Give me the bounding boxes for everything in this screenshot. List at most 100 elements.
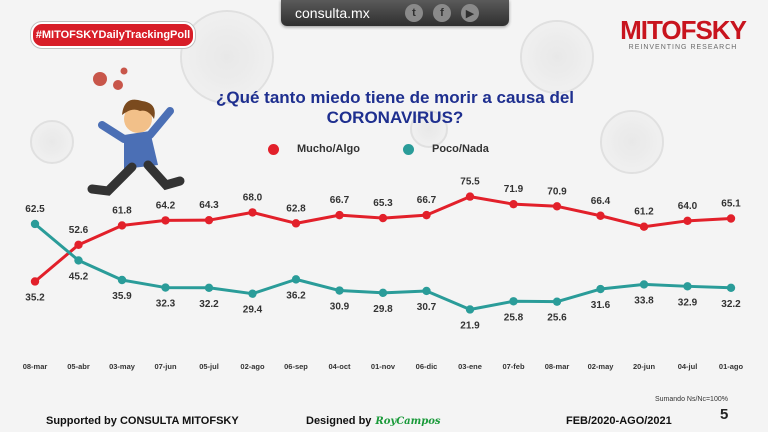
data-label-red: 66.7 xyxy=(417,195,437,206)
data-label-teal: 36.2 xyxy=(286,290,306,301)
legend-label: Mucho/Algo xyxy=(297,143,360,155)
data-label-red: 66.7 xyxy=(330,195,350,206)
x-tick-label: 01-nov xyxy=(371,362,396,371)
data-point-teal xyxy=(639,280,649,289)
x-tick-label: 03-may xyxy=(109,362,136,371)
x-tick-label: 01-ago xyxy=(719,362,744,371)
legend-item-poco-nada: Poco/Nada xyxy=(403,143,489,155)
data-point-teal xyxy=(465,305,475,314)
data-label-teal: 30.9 xyxy=(330,302,350,313)
data-label-teal: 25.8 xyxy=(504,312,524,323)
x-tick-label: 04-jul xyxy=(678,362,698,371)
youtube-icon[interactable]: ▶ xyxy=(461,4,479,22)
footnote: Sumando Ns/Nc=100% xyxy=(655,396,728,403)
data-point-red xyxy=(74,240,83,250)
data-point-teal xyxy=(335,286,344,295)
x-tick-label: 03-ene xyxy=(458,362,482,371)
data-label-red: 62.8 xyxy=(286,203,306,214)
site-bar: consulta.mx t f ▶ xyxy=(281,0,509,26)
data-point-teal xyxy=(552,297,562,306)
designed-by-label: Designed by xyxy=(306,415,372,427)
data-point-red xyxy=(465,192,475,201)
data-label-teal: 29.4 xyxy=(243,305,263,316)
data-label-red: 65.3 xyxy=(373,198,393,209)
data-label-red: 64.2 xyxy=(156,200,176,211)
data-label-red: 52.6 xyxy=(69,225,89,236)
virus-graphic xyxy=(410,110,448,148)
data-point-teal xyxy=(117,275,127,285)
x-tick-label: 07-feb xyxy=(502,362,525,371)
data-label-teal: 32.2 xyxy=(199,299,219,310)
data-label-teal: 30.7 xyxy=(417,302,437,313)
virus-graphic xyxy=(180,10,274,104)
data-point-teal xyxy=(248,289,257,298)
x-tick-label: 04-oct xyxy=(328,362,351,371)
legend-label: Poco/Nada xyxy=(432,143,489,155)
data-point-red xyxy=(335,210,344,220)
data-point-teal xyxy=(291,275,301,284)
site-url[interactable]: consulta.mx xyxy=(295,5,370,21)
data-label-red: 75.5 xyxy=(460,177,480,188)
x-tick-label: 05-abr xyxy=(67,362,90,371)
data-label-red: 66.4 xyxy=(591,196,611,207)
hashtag-badge: #MITOFSKYDailyTrackingPoll xyxy=(31,22,195,48)
data-label-red: 64.3 xyxy=(199,200,219,211)
x-tick-label: 02-ago xyxy=(240,362,265,371)
data-point-teal xyxy=(204,283,214,292)
data-label-teal: 32.3 xyxy=(156,299,176,310)
legend-swatch-red xyxy=(268,143,279,155)
x-tick-label: 20-jun xyxy=(633,362,656,371)
data-point-teal xyxy=(30,219,40,229)
series-line-red xyxy=(34,195,732,283)
x-tick-label: 08-mar xyxy=(545,362,570,371)
data-point-red xyxy=(422,210,431,220)
data-point-red xyxy=(596,211,605,220)
data-label-teal: 25.6 xyxy=(547,313,567,324)
data-point-red xyxy=(161,216,170,225)
x-tick-label: 02-may xyxy=(588,362,615,371)
data-label-red: 65.1 xyxy=(721,198,741,209)
facebook-icon[interactable]: f xyxy=(433,4,451,22)
data-label-red: 68.0 xyxy=(243,192,263,203)
legend-swatch-teal xyxy=(403,143,414,155)
data-point-teal xyxy=(683,282,692,291)
data-label-teal: 31.6 xyxy=(591,300,611,311)
data-point-red xyxy=(509,199,518,209)
data-label-red: 35.2 xyxy=(25,292,45,303)
data-label-red: 64.0 xyxy=(678,201,698,212)
supported-by: Supported by CONSULTA MITOFSKY xyxy=(46,415,239,427)
twitter-icon[interactable]: t xyxy=(405,4,423,22)
virus-graphic xyxy=(520,20,594,94)
data-point-red xyxy=(30,277,40,286)
data-label-red: 70.9 xyxy=(547,186,567,197)
x-tick-label: 07-jun xyxy=(154,362,177,371)
data-label-teal: 33.8 xyxy=(634,295,654,306)
data-label-teal: 62.5 xyxy=(25,204,45,215)
x-tick-label: 06-dic xyxy=(416,362,438,371)
data-label-red: 61.8 xyxy=(112,205,132,216)
brand-name: MITOFSKY xyxy=(620,15,747,45)
brand-tagline: REINVENTING RESEARCH xyxy=(628,44,738,51)
scared-person-illustration xyxy=(87,67,185,196)
data-point-red xyxy=(248,208,257,217)
virus-graphic xyxy=(600,110,664,174)
data-label-teal: 35.9 xyxy=(112,291,132,302)
data-point-teal xyxy=(726,283,736,292)
data-point-red xyxy=(117,221,127,230)
data-label-red: 71.9 xyxy=(504,184,524,195)
data-point-red xyxy=(204,215,214,225)
data-point-teal xyxy=(596,284,605,294)
data-point-red xyxy=(726,214,736,223)
chart-title: ¿Qué tanto miedo tiene de morir a causa … xyxy=(215,88,575,127)
data-label-red: 61.2 xyxy=(634,207,654,218)
brand-logo: MITOFSKY REINVENTING RESEARCH xyxy=(618,16,748,51)
data-point-teal xyxy=(74,256,83,265)
data-point-red xyxy=(639,222,649,231)
period-range: FEB/2020-AGO/2021 xyxy=(566,415,672,427)
data-point-teal xyxy=(378,288,388,298)
data-point-red xyxy=(291,219,301,228)
data-label-teal: 32.2 xyxy=(721,299,741,310)
data-label-teal: 45.2 xyxy=(69,271,89,282)
data-point-red xyxy=(378,213,388,223)
